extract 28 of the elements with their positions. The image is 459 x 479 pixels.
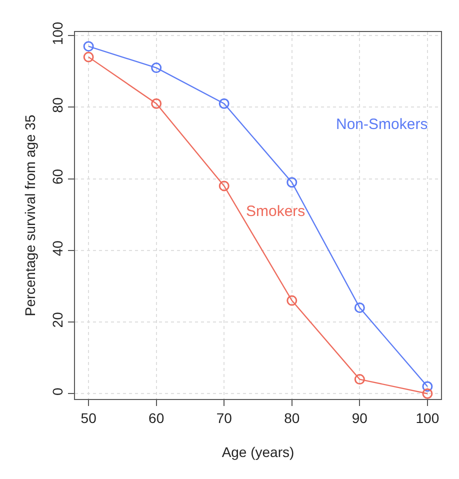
- point: [151, 62, 162, 74]
- point: [354, 374, 365, 385]
- text: Non-Smokers: [336, 116, 428, 133]
- y-tick-label: 0: [49, 387, 66, 396]
- point: [83, 52, 94, 62]
- point: [354, 302, 365, 313]
- x-tick-label: 80: [284, 410, 300, 426]
- x-tick-label: 70: [216, 410, 232, 426]
- x-tick-label: 60: [148, 410, 164, 426]
- point: [422, 381, 433, 392]
- point: [422, 388, 433, 399]
- point: [286, 295, 298, 306]
- y-axis-title: Percentage survival from age 35: [22, 114, 38, 316]
- x-tick-label: 100: [416, 410, 440, 426]
- point: [218, 180, 230, 192]
- y-tick-label: 80: [49, 97, 66, 113]
- x-tick-label: 90: [352, 410, 368, 426]
- x-axis-title: Age (years): [222, 444, 294, 460]
- point: [286, 177, 298, 188]
- series-label: Smokers: [246, 203, 306, 220]
- point: [218, 98, 230, 109]
- x-tick-label: 50: [80, 410, 97, 426]
- y-tick-label: 60: [49, 168, 66, 184]
- point: [151, 98, 162, 109]
- y-tick-label: 20: [49, 312, 66, 328]
- point: [83, 41, 94, 52]
- y-tick-label: 100: [49, 22, 66, 46]
- y-tick-label: 40: [49, 240, 66, 256]
